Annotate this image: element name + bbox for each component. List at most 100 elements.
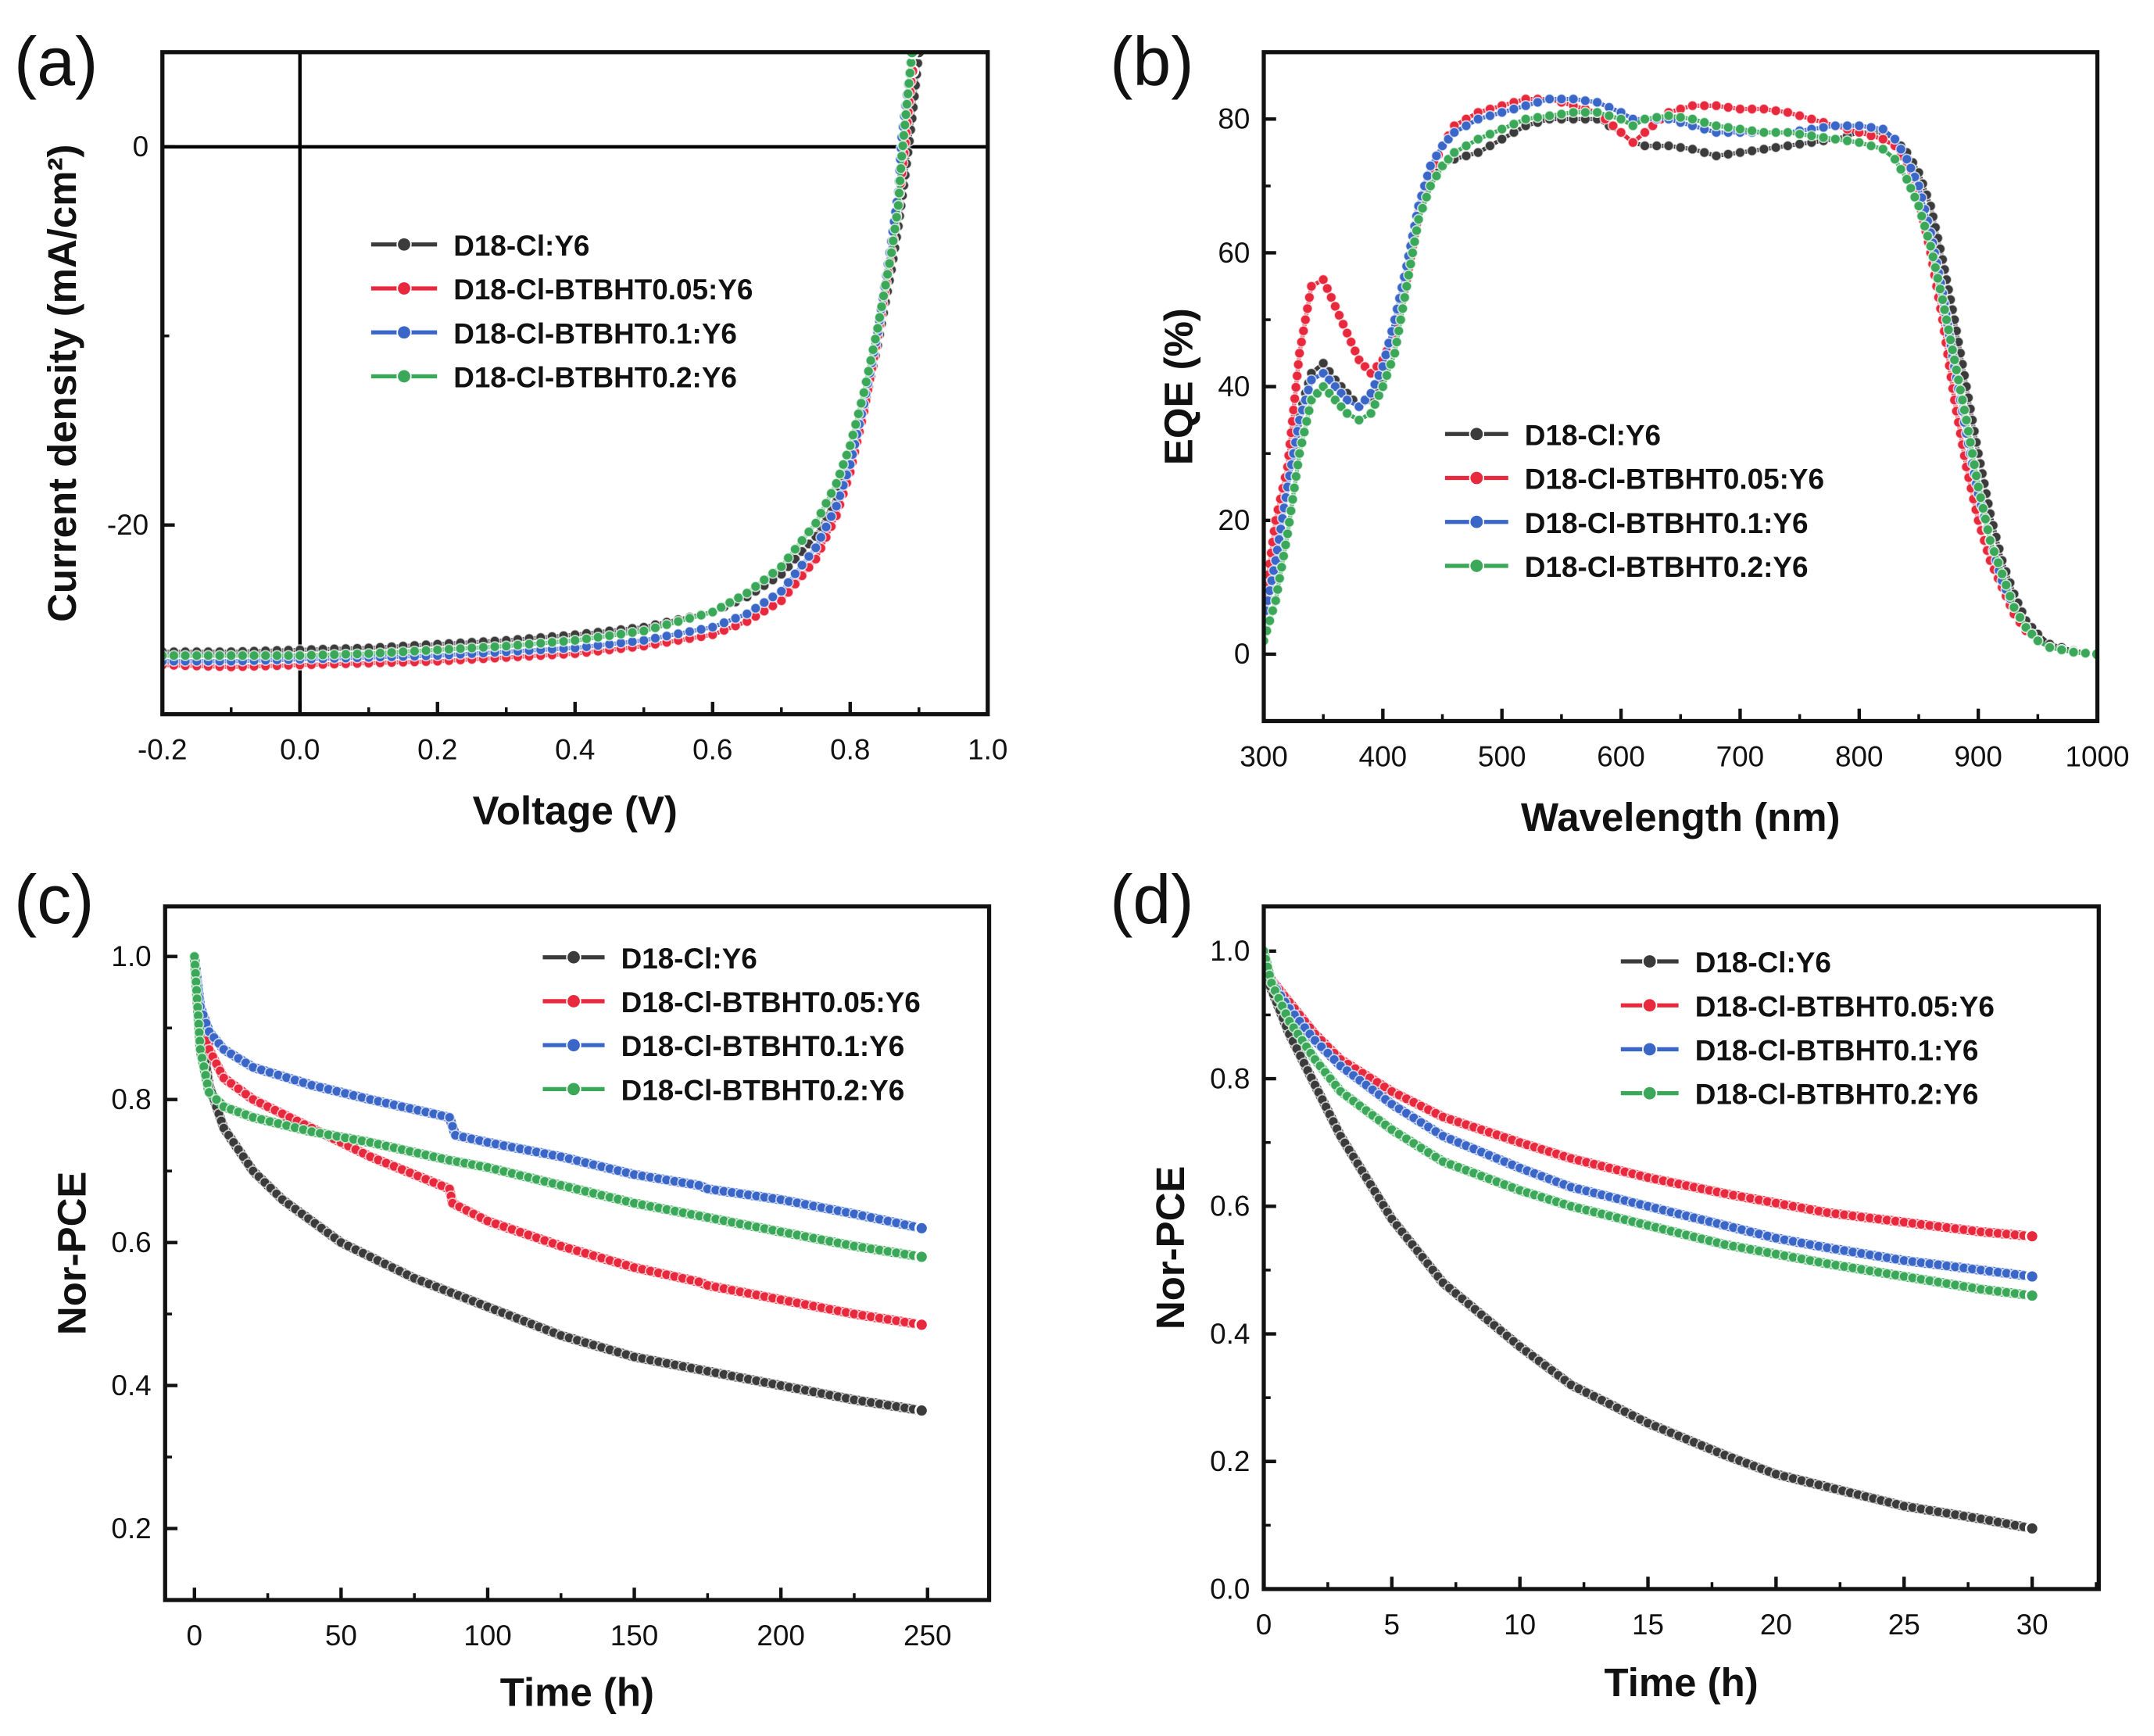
- y-tick-label: 40: [1218, 370, 1250, 403]
- data-point: [874, 312, 886, 324]
- y-axis-label: Nor-PCE: [1148, 1166, 1193, 1330]
- data-point: [443, 643, 455, 655]
- data-point: [1412, 213, 1425, 225]
- data-point: [1389, 347, 1401, 360]
- x-tick-label: 300: [1240, 740, 1288, 772]
- data-point: [1496, 123, 1508, 135]
- data-point: [789, 543, 801, 555]
- x-tick-label: 1.0: [968, 734, 1007, 766]
- data-point: [397, 646, 409, 658]
- data-point: [1305, 374, 1318, 386]
- data-point: [844, 439, 856, 452]
- data-point: [858, 387, 870, 399]
- data-point: [615, 628, 627, 640]
- panel-d: (d) 0 5 10 15 20 25 30 0.0 0.2 0.4 0.6 0.8 1.0 Time (h…: [1110, 861, 2101, 1705]
- data-point: [294, 650, 306, 661]
- data-point: [1603, 109, 1616, 122]
- data-point: [1782, 140, 1794, 152]
- data-point: [569, 635, 581, 646]
- data-point: [248, 650, 260, 661]
- data-point: [1746, 145, 1758, 157]
- data-point: [1298, 426, 1310, 438]
- data-point: [1496, 133, 1508, 145]
- data-point: [875, 301, 888, 313]
- data-point: [1425, 180, 1437, 192]
- data-point: [1722, 121, 1734, 134]
- legend-item: D18-Cl-BTBHT0.1:Y6: [542, 1030, 904, 1062]
- data-point: [1980, 513, 1991, 525]
- x-tick-label: 15: [1632, 1609, 1664, 1641]
- data-point: [1853, 120, 1866, 132]
- data-point: [903, 77, 915, 89]
- data-point: [546, 636, 558, 648]
- legend-item: D18-Cl:Y6: [542, 943, 757, 975]
- panel-label: (a): [14, 23, 98, 100]
- data-point: [1916, 210, 1928, 222]
- data-point: [782, 552, 794, 564]
- data-point: [855, 397, 868, 410]
- data-point: [871, 322, 884, 335]
- data-point: [1758, 143, 1770, 156]
- data-point: [2080, 647, 2091, 659]
- data-point: [1416, 202, 1429, 214]
- data-point: [1296, 437, 1308, 449]
- y-tick-label: 0.6: [111, 1226, 151, 1258]
- data-point: [581, 633, 592, 645]
- legend-label: D18-Cl:Y6: [621, 943, 757, 975]
- data-point: [1390, 336, 1403, 348]
- y-tick-label: -20: [107, 509, 148, 541]
- data-point: [1853, 137, 1866, 149]
- data-point: [1912, 200, 1925, 212]
- data-point: [850, 418, 862, 431]
- legend-marker: [396, 281, 412, 296]
- data-point: [1448, 146, 1460, 159]
- data-point: [385, 646, 398, 658]
- data-point: [466, 642, 478, 654]
- data-point: [886, 247, 897, 259]
- data-point: [1651, 140, 1662, 152]
- data-point: [1782, 127, 1794, 138]
- data-point: [1274, 572, 1286, 585]
- data-point: [2014, 611, 2026, 624]
- data-point: [803, 550, 815, 563]
- data-point: [1580, 95, 1591, 107]
- data-point: [2044, 642, 2056, 653]
- legend: D18-Cl:Y6 D18-Cl-BTBHT0.05:Y6 D18-Cl-BTBHT…: [1620, 947, 1995, 1111]
- data-point: [2067, 646, 2080, 658]
- data-point: [1952, 374, 1964, 386]
- data-point: [893, 187, 905, 199]
- data-point: [1758, 127, 1770, 138]
- panel-label: (d): [1110, 861, 1193, 938]
- data-point: [1937, 294, 1948, 306]
- data-point: [1830, 120, 1841, 132]
- data-point: [2032, 635, 2044, 647]
- data-point: [1722, 149, 1734, 160]
- data-point: [1394, 313, 1407, 326]
- x-tick-label: 600: [1597, 740, 1645, 772]
- data-point: [796, 559, 808, 571]
- data-point: [1675, 141, 1687, 153]
- data-point: [259, 650, 271, 661]
- x-tick-label: 800: [1835, 740, 1884, 772]
- data-point: [1519, 100, 1532, 112]
- data-point: [834, 468, 846, 480]
- data-point: [810, 542, 821, 553]
- data-point: [767, 591, 778, 603]
- x-tick-label: 250: [903, 1620, 952, 1652]
- data-point: [1377, 381, 1389, 392]
- x-tick-label: 0: [1256, 1609, 1272, 1641]
- data-point: [1710, 100, 1723, 112]
- legend-marker: [396, 368, 412, 385]
- data-point: [775, 585, 787, 597]
- data-point: [1341, 407, 1353, 420]
- data-point: [741, 587, 753, 600]
- x-tick-label: 25: [1888, 1609, 1920, 1641]
- data-point: [557, 635, 570, 647]
- data-point: [847, 429, 859, 441]
- data-point: [512, 639, 524, 651]
- data-point: [901, 98, 913, 110]
- data-point: [1932, 272, 1944, 285]
- data-point: [1408, 236, 1421, 248]
- data-point: [896, 150, 907, 163]
- y-tick-label: 20: [1218, 504, 1250, 536]
